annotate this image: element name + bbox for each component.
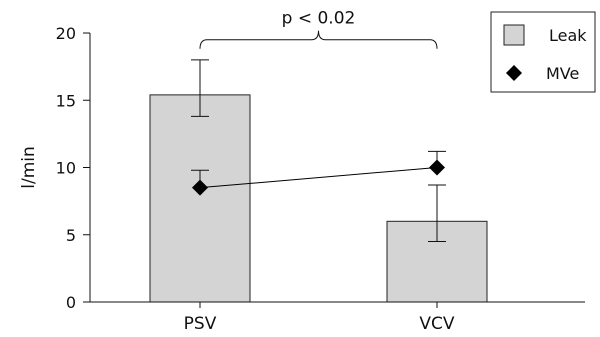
bar-leak-psv — [149, 94, 251, 303]
mve-line — [199, 167, 438, 189]
legend-box — [490, 11, 596, 93]
legend-label-leak: Leak — [549, 26, 587, 45]
y-tick-label-10: 10 — [56, 159, 76, 178]
y-tick-label-20: 20 — [56, 24, 76, 43]
y-tick-label-0: 0 — [66, 293, 76, 312]
point-mve-psv — [192, 179, 208, 196]
legend-label-mve: MVe — [546, 64, 579, 83]
legend-swatch-leak — [503, 24, 525, 46]
y-tick-label-5: 5 — [66, 226, 76, 245]
legend-marker-mve — [506, 65, 522, 81]
x-tick-label-vcv: VCV — [419, 314, 454, 334]
significance-bracket — [199, 30, 438, 49]
significance-label: p < 0.02 — [282, 9, 356, 29]
x-tick-label-psv: PSV — [184, 314, 217, 334]
y-axis-title: l/min — [19, 146, 39, 189]
point-mve-vcv — [429, 159, 445, 176]
y-tick-label-15: 15 — [56, 91, 76, 110]
